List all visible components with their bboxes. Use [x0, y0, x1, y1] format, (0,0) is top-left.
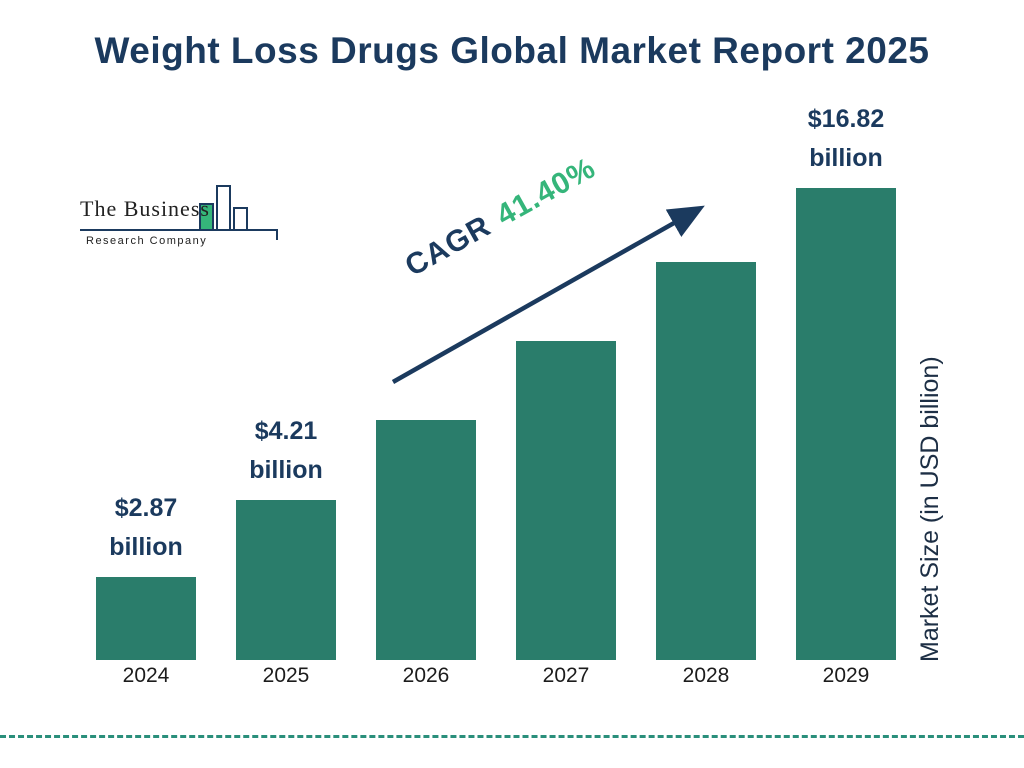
cagr-arrow	[391, 205, 705, 384]
page-title: Weight Loss Drugs Global Market Report 2…	[94, 30, 930, 71]
company-logo: The Business Research Company	[72, 178, 292, 250]
logo-text-bottom: Research Company	[86, 235, 207, 247]
value-label-2025: $4.21 billion	[249, 417, 323, 484]
x-tick-2027: 2027	[542, 664, 590, 687]
value-label-2024: $2.87 billion	[109, 494, 183, 561]
bar-2025	[236, 500, 336, 660]
bar-2024	[96, 577, 196, 660]
x-tick-2028: 2028	[682, 664, 730, 687]
bar-column-2026	[376, 100, 476, 660]
x-tick-2025: 2025	[262, 664, 310, 687]
x-tick-2026: 2026	[402, 664, 450, 687]
x-tick-2029: 2029	[822, 664, 870, 687]
bar-2028	[656, 262, 756, 660]
logo-icon: The Business Research Company	[80, 185, 278, 247]
logo-text-top: The Business	[80, 196, 210, 221]
bar-column-2027	[516, 100, 616, 660]
bottom-divider	[0, 735, 1024, 738]
bar-column-2024: $2.87 billion	[96, 100, 196, 660]
y-axis-label: Market Size (in USD billion)	[916, 356, 944, 662]
bar-chart: $2.87 billion $4.21 billion $16.82 billion	[96, 100, 896, 660]
bar-2027	[516, 341, 616, 660]
bar-column-2029: $16.82 billion	[796, 100, 896, 660]
x-tick-2024: 2024	[122, 664, 170, 687]
bar-2029	[796, 188, 896, 660]
value-label-2029: $16.82 billion	[807, 105, 885, 172]
bar-column-2025: $4.21 billion	[236, 100, 336, 660]
bar-2026	[376, 420, 476, 660]
bar-column-2028	[656, 100, 756, 660]
x-axis-labels: 2024 2025 2026 2027 2028 2029	[96, 664, 896, 688]
